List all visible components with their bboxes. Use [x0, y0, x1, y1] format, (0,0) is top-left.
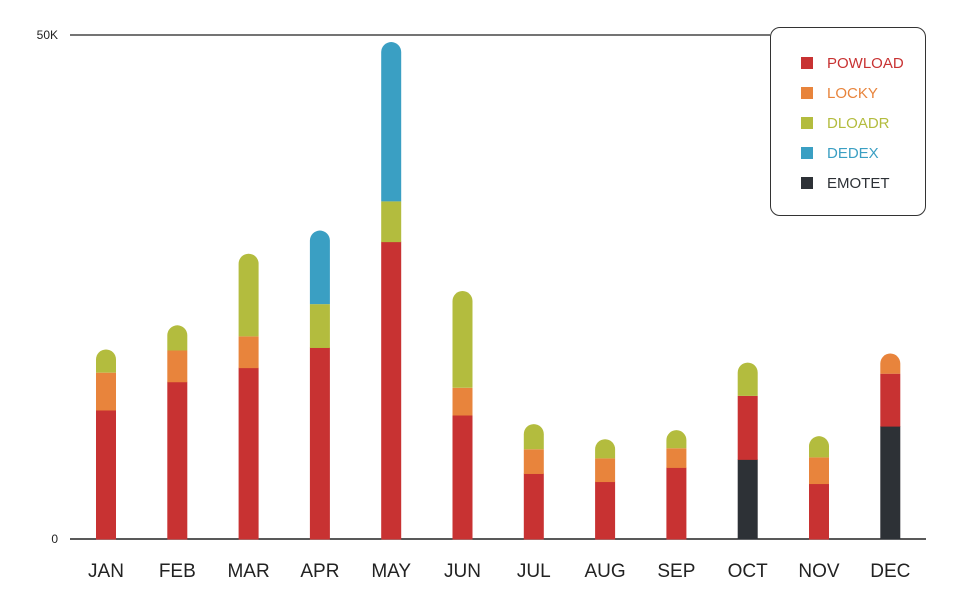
bar-segment-locky-jul [523, 449, 544, 474]
y-tick-label: 50K [37, 28, 58, 42]
legend-label: LOCKY [827, 84, 878, 102]
x-tick-label-aug: AUG [585, 561, 626, 582]
bar-segment-dloadr-feb [167, 325, 188, 351]
x-tick-label-nov: NOV [798, 561, 840, 582]
bar-stack-sep [666, 430, 687, 540]
bar-segment-dloadr-apr [309, 304, 330, 348]
bar-segment-powload-oct [737, 395, 758, 460]
bar-stack-nov [809, 436, 829, 540]
legend-swatch [801, 117, 813, 129]
x-tick-label-sep: SEP [657, 561, 695, 582]
bar-stack-feb [167, 325, 188, 540]
x-tick-label-jul: JUL [517, 561, 551, 582]
bar-stack-aug [595, 439, 616, 540]
bar-segment-dloadr-nov [809, 436, 829, 458]
legend-swatch [801, 87, 813, 99]
bar-segment-dloadr-sep [666, 430, 687, 449]
bar-stack-oct [737, 362, 758, 540]
y-tick-label: 0 [51, 532, 58, 546]
bar-segment-dloadr-jul [523, 424, 544, 450]
bar-segment-locky-jun [452, 387, 473, 416]
bar-segment-powload-sep [666, 467, 687, 540]
legend-swatch [801, 57, 813, 69]
bar-stack-may [381, 42, 402, 540]
bar-segment-dloadr-mar [238, 253, 259, 337]
x-tick-labels: JAN FEB MAR APR MAY JUN JUL AUG SEP OCT NOV DEC [88, 561, 910, 582]
x-tick-label-apr: APR [300, 561, 339, 582]
legend-label: EMOTET [827, 174, 890, 192]
bar-stack-jul [523, 424, 544, 540]
legend-swatch [801, 147, 813, 159]
bar-segment-powload-mar [238, 367, 259, 540]
bar-segment-powload-may [381, 241, 402, 540]
legend-label: POWLOAD [827, 54, 904, 72]
legend-item-locky: LOCKY [801, 83, 878, 103]
x-tick-label-oct: OCT [728, 561, 769, 582]
bar-segment-powload-apr [309, 347, 330, 540]
legend: POWLOAD LOCKY DLOADR DEDEX EMOTET [770, 27, 926, 216]
x-tick-label-jun: JUN [444, 561, 481, 582]
bar-segment-locky-feb [167, 350, 188, 383]
x-tick-label-feb: FEB [159, 561, 196, 582]
bar-segment-locky-jan [96, 372, 116, 411]
bar-stack-mar [238, 253, 259, 540]
legend-item-dloadr: DLOADR [801, 113, 890, 133]
bar-segment-dloadr-aug [595, 439, 616, 459]
y-tick-labels: 0 50K [37, 28, 59, 546]
x-tick-label-may: MAY [371, 561, 411, 582]
bar-segment-locky-dec [880, 353, 901, 374]
legend-item-dedex: DEDEX [801, 143, 879, 163]
bar-segment-powload-dec [880, 373, 901, 427]
legend-swatch [801, 177, 813, 189]
x-tick-label-jan: JAN [88, 561, 124, 582]
bar-stack-apr [309, 230, 330, 540]
bar-segment-locky-mar [238, 336, 259, 369]
bar-segment-locky-nov [809, 457, 829, 485]
axes [70, 34, 926, 540]
bar-segment-powload-jun [452, 415, 473, 540]
bar-segment-dloadr-oct [737, 362, 758, 396]
legend-item-powload: POWLOAD [801, 53, 904, 73]
bar-segment-emotet-oct [737, 459, 758, 540]
bar-segment-powload-aug [595, 481, 616, 540]
bar-segment-powload-nov [809, 483, 829, 540]
bar-segment-dloadr-jan [96, 349, 116, 373]
bar-stack-jun [452, 291, 473, 540]
bar-stack-jan [96, 349, 116, 540]
legend-item-emotet: EMOTET [801, 173, 890, 193]
x-tick-label-mar: MAR [227, 561, 269, 582]
bar-segment-dloadr-jun [452, 291, 473, 388]
bar-segment-locky-aug [595, 458, 616, 483]
bar-segment-dedex-may [381, 42, 402, 202]
bar-segment-dloadr-may [381, 201, 402, 243]
x-tick-label-dec: DEC [870, 561, 910, 582]
bar-segment-emotet-dec [880, 426, 901, 540]
legend-label: DEDEX [827, 144, 879, 162]
bar-segment-locky-sep [666, 448, 687, 468]
bar-segment-powload-jul [523, 473, 544, 540]
bar-segment-dedex-apr [309, 230, 330, 305]
bars [96, 42, 901, 540]
legend-label: DLOADR [827, 114, 890, 132]
bar-segment-powload-feb [167, 381, 188, 540]
bar-stack-dec [880, 353, 901, 540]
bar-segment-powload-jan [96, 409, 116, 540]
